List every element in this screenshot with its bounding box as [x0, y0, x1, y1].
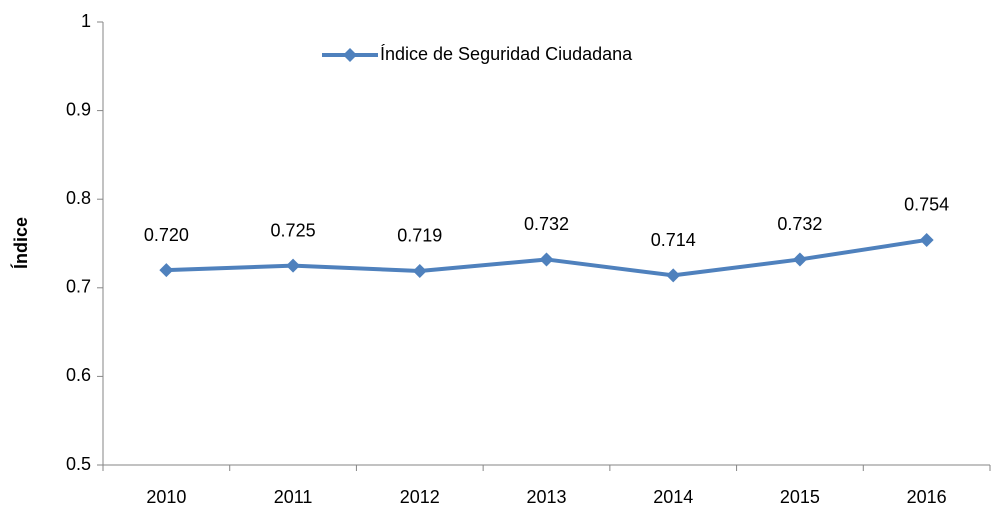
- point: [159, 263, 174, 278]
- x-tick-label: 2011: [274, 487, 313, 507]
- x-tick-label: 2012: [400, 487, 440, 507]
- data-label: 0.732: [777, 214, 822, 234]
- point: [286, 258, 301, 273]
- y-tick-label: 0.5: [66, 454, 91, 474]
- x-tick-label: 2013: [526, 487, 566, 507]
- y-tick-label: 0.7: [66, 277, 91, 297]
- y-axis-label: Índice: [10, 217, 31, 269]
- data-label: 0.732: [524, 214, 569, 234]
- point: [666, 268, 681, 283]
- legend-label: Índice de Seguridad Ciudadana: [380, 44, 633, 64]
- y-tick-label: 1: [81, 11, 91, 31]
- point: [792, 252, 807, 267]
- x-tick-label: 2014: [653, 487, 693, 507]
- data-label: 0.754: [904, 195, 949, 215]
- point: [919, 232, 934, 247]
- point: [539, 252, 554, 267]
- data-label: 0.725: [271, 220, 316, 240]
- data-label: 0.714: [651, 230, 696, 250]
- y-tick-label: 0.9: [66, 99, 91, 119]
- y-tick-label: 0.6: [66, 365, 91, 385]
- x-tick-label: 2015: [780, 487, 820, 507]
- x-tick-label: 2016: [907, 487, 947, 507]
- point: [412, 263, 427, 278]
- data-label: 0.720: [144, 225, 189, 245]
- data-label: 0.719: [397, 226, 442, 246]
- y-tick-label: 0.8: [66, 188, 91, 208]
- legend-marker: [343, 48, 357, 62]
- x-tick-label: 2010: [146, 487, 186, 507]
